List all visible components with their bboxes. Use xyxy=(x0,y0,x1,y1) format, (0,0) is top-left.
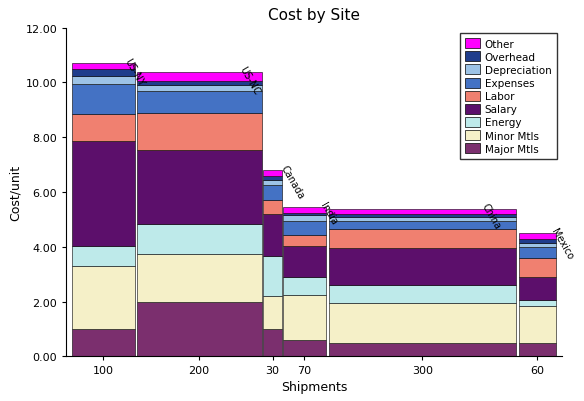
Bar xyxy=(283,221,326,235)
Bar xyxy=(137,224,262,254)
Bar xyxy=(72,77,135,85)
Bar xyxy=(519,343,556,356)
Bar xyxy=(72,246,135,266)
Bar xyxy=(519,239,556,243)
Bar xyxy=(329,209,516,215)
Bar xyxy=(263,180,282,186)
Bar xyxy=(72,329,135,356)
Bar xyxy=(329,343,516,356)
Bar xyxy=(137,150,262,224)
Bar xyxy=(329,303,516,343)
Bar xyxy=(137,72,262,82)
Bar xyxy=(329,215,516,217)
Bar xyxy=(72,142,135,246)
Bar xyxy=(137,113,262,150)
Title: Cost by Site: Cost by Site xyxy=(268,8,360,23)
Bar xyxy=(519,234,556,239)
Bar xyxy=(329,221,516,229)
X-axis label: Shipments: Shipments xyxy=(281,380,347,393)
Bar xyxy=(519,247,556,258)
Bar xyxy=(519,243,556,247)
Bar xyxy=(137,86,262,91)
Bar xyxy=(329,249,516,286)
Bar xyxy=(263,171,282,176)
Bar xyxy=(72,64,135,70)
Y-axis label: Cost/unit: Cost/unit xyxy=(8,164,22,221)
Bar xyxy=(329,217,516,221)
Text: US-NY: US-NY xyxy=(123,57,146,88)
Bar xyxy=(329,229,516,249)
Bar xyxy=(263,201,282,215)
Bar xyxy=(137,82,262,86)
Bar xyxy=(283,216,326,221)
Bar xyxy=(72,266,135,329)
Bar xyxy=(263,186,282,201)
Bar xyxy=(263,215,282,257)
Text: Canada: Canada xyxy=(279,164,305,200)
Bar xyxy=(137,91,262,113)
Bar xyxy=(72,115,135,142)
Text: US-NC: US-NC xyxy=(238,65,262,97)
Bar xyxy=(283,246,326,277)
Bar xyxy=(263,176,282,180)
Bar xyxy=(283,213,326,216)
Bar xyxy=(519,277,556,301)
Bar xyxy=(263,257,282,296)
Bar xyxy=(72,85,135,115)
Bar xyxy=(519,306,556,343)
Bar xyxy=(137,254,262,302)
Text: China: China xyxy=(480,202,503,231)
Bar xyxy=(283,235,326,246)
Bar xyxy=(519,301,556,306)
Bar xyxy=(283,208,326,213)
Text: Mexico: Mexico xyxy=(549,227,575,261)
Bar xyxy=(263,329,282,356)
Bar xyxy=(519,258,556,277)
Bar xyxy=(263,296,282,329)
Bar xyxy=(283,295,326,340)
Legend: Other, Overhead, Depreciation, Expenses, Labor, Salary, Energy, Minor Mtls, Majo: Other, Overhead, Depreciation, Expenses,… xyxy=(460,34,557,160)
Bar xyxy=(283,340,326,356)
Bar xyxy=(329,286,516,303)
Bar xyxy=(283,277,326,295)
Bar xyxy=(137,302,262,356)
Text: India: India xyxy=(318,200,339,226)
Bar xyxy=(72,70,135,77)
